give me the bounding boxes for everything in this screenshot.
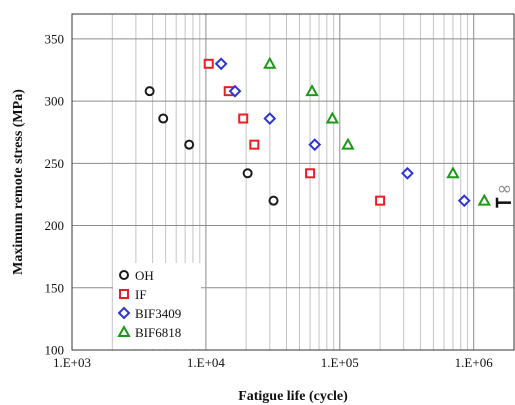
data-point xyxy=(158,113,169,124)
data-point xyxy=(214,57,228,71)
legend-label: BIF3409 xyxy=(135,306,181,321)
data-point xyxy=(401,166,414,180)
data-point xyxy=(457,194,471,208)
data-point xyxy=(375,195,386,206)
series-bif6818 xyxy=(263,56,491,206)
ticks: 100 150 200 250 300 350 1.E+03 1.E+04 1.E+05 1.E+… xyxy=(45,31,494,370)
data-point xyxy=(268,195,279,206)
series-oh xyxy=(144,86,279,206)
y-tick-label: 250 xyxy=(45,156,65,171)
legend-marker xyxy=(119,270,129,280)
data-point xyxy=(144,86,155,97)
data-point xyxy=(184,139,195,150)
data-point xyxy=(203,58,214,69)
y-tick-label: 300 xyxy=(45,94,65,109)
y-tick-label: 200 xyxy=(45,218,65,233)
x-tick-label: 1.E+05 xyxy=(321,355,359,370)
data-point xyxy=(341,137,355,150)
annotations: ∞ xyxy=(495,178,512,208)
grid xyxy=(71,14,515,351)
data-point xyxy=(242,168,253,179)
data-point xyxy=(238,113,249,124)
series-bif3409 xyxy=(214,57,471,208)
data-point xyxy=(325,111,340,124)
data-point xyxy=(446,166,460,179)
legend-marker xyxy=(117,324,131,337)
x-tick-label: 1.E+04 xyxy=(187,355,226,370)
x-tick-label: 1.E+03 xyxy=(53,355,91,370)
y-tick-label: 100 xyxy=(45,343,65,358)
legend-label: OH xyxy=(135,268,154,283)
legend-marker xyxy=(119,289,129,299)
plot-area-frame xyxy=(71,13,515,351)
x-axis-title: Fatigue life (cycle) xyxy=(238,389,348,404)
y-axis-title: Maximum remote stress (MPa) xyxy=(11,89,26,275)
legend: OH IF BIF3409 BIF6818 xyxy=(113,263,201,349)
x-tick-label: 1.E+06 xyxy=(455,355,494,370)
series-if xyxy=(203,58,386,206)
data-point xyxy=(477,193,491,206)
runout-infinity-icon: ∞ xyxy=(497,178,512,199)
data-point xyxy=(263,56,277,69)
y-tick-label: 350 xyxy=(45,31,65,46)
legend-label: IF xyxy=(135,287,147,302)
data-point xyxy=(228,84,242,98)
data-point xyxy=(263,112,277,125)
legend-marker xyxy=(117,306,131,320)
data-point xyxy=(305,84,319,97)
y-tick-label: 150 xyxy=(45,280,65,295)
legend-label: BIF6818 xyxy=(135,325,181,340)
data-point xyxy=(308,138,322,152)
data-points xyxy=(144,56,491,208)
data-point xyxy=(249,139,260,150)
data-point xyxy=(305,168,316,179)
